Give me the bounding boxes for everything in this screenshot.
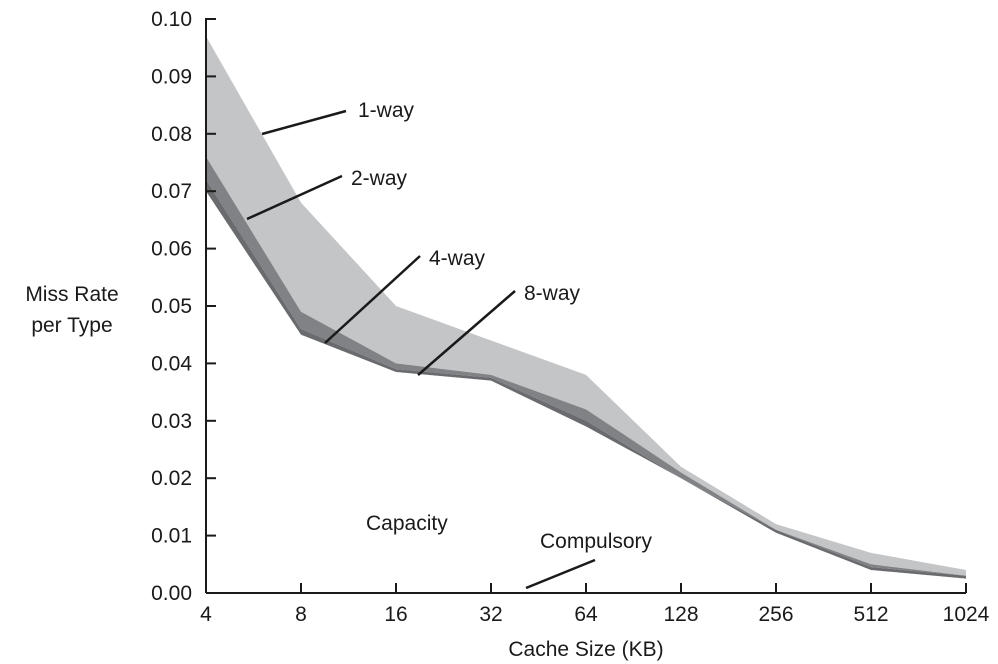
y-tick-label: 0.03 <box>151 410 192 433</box>
leader-1-way <box>261 109 347 136</box>
region-label-capacity: Capacity <box>366 512 448 535</box>
y-tick-label: 0.09 <box>151 65 192 88</box>
area-band-1-way <box>206 36 966 576</box>
area-bands <box>206 36 966 593</box>
y-tick-label: 0.05 <box>151 295 192 318</box>
x-tick-label: 128 <box>663 603 698 626</box>
series-label-compulsory: Compulsory <box>540 530 653 553</box>
x-tick-label: 64 <box>574 603 598 626</box>
y-tick-label: 0.10 <box>151 8 192 31</box>
leader-8-way <box>417 290 516 376</box>
y-ticks: 0.00 0.01 0.02 0.03 0.04 0.05 0.06 0.07 0.08 0.09… <box>151 8 216 605</box>
area-band-capacity <box>206 191 966 593</box>
x-ticks: 4 8 16 32 64 128 256 512 1024 <box>200 583 990 626</box>
series-label-8-way: 8-way <box>524 282 581 305</box>
leader-2-way <box>246 174 343 221</box>
y-tick-label: 0.08 <box>151 123 192 146</box>
series-label-1-way: 1-way <box>358 99 415 122</box>
x-tick-label: 256 <box>758 603 793 626</box>
series-label-2-way: 2-way <box>351 167 408 190</box>
leader-4-way <box>324 255 421 344</box>
y-tick-label: 0.07 <box>151 180 192 203</box>
y-tick-label: 0.04 <box>151 352 192 375</box>
y-tick-label: 0.06 <box>151 238 192 261</box>
leader-lines <box>246 109 596 590</box>
series-label-4-way: 4-way <box>429 247 486 270</box>
x-tick-label: 8 <box>295 603 307 626</box>
x-axis-title: Cache Size (KB) <box>508 638 663 661</box>
y-axis-title-line2: per Type <box>31 314 112 337</box>
y-tick-label: 0.02 <box>151 467 192 490</box>
y-tick-label: 0.00 <box>151 582 192 605</box>
x-tick-label: 16 <box>384 603 407 626</box>
y-axis-title-line1: Miss Rate <box>25 283 118 306</box>
x-tick-label: 512 <box>853 603 888 626</box>
x-tick-label: 4 <box>200 603 212 626</box>
y-tick-label: 0.01 <box>151 525 192 548</box>
x-tick-label: 1024 <box>943 603 990 626</box>
leader-compulsory <box>525 558 596 590</box>
x-tick-label: 32 <box>479 603 502 626</box>
